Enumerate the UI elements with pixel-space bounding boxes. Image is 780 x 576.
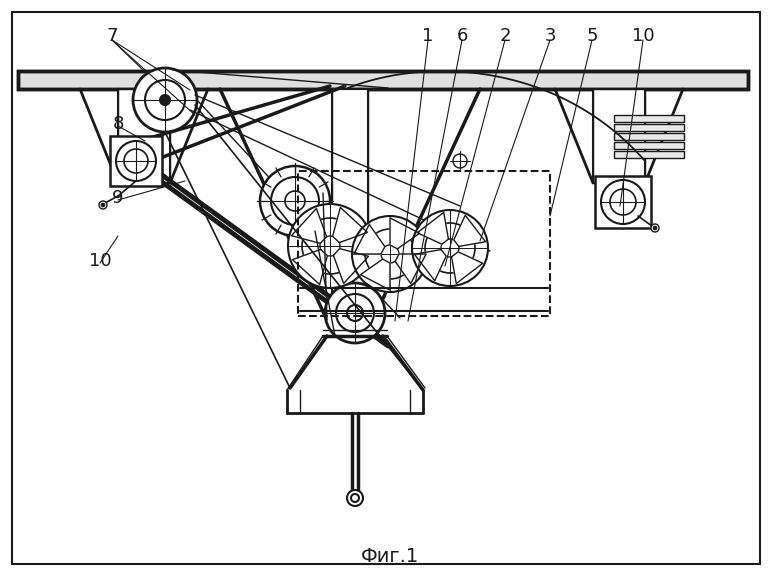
Bar	[298, 171, 550, 316]
Circle shape	[453, 154, 467, 168]
Bar	[18, 71, 748, 89]
Circle shape	[320, 236, 340, 256]
Bar	[614, 142, 684, 149]
Polygon shape	[417, 213, 448, 244]
Text: Фиг.1: Фиг.1	[361, 547, 419, 566]
Circle shape	[124, 149, 148, 173]
Circle shape	[133, 68, 197, 132]
Circle shape	[325, 283, 385, 343]
Circle shape	[271, 177, 319, 225]
Bar	[110, 136, 162, 186]
Circle shape	[412, 210, 488, 286]
Circle shape	[288, 204, 372, 288]
Circle shape	[101, 203, 105, 207]
Polygon shape	[292, 209, 327, 244]
Text: 10: 10	[89, 252, 112, 270]
Polygon shape	[414, 249, 446, 281]
Circle shape	[610, 189, 636, 215]
Text: 6: 6	[456, 27, 468, 45]
Bar	[332, 89, 368, 331]
Bar	[614, 133, 684, 140]
Polygon shape	[452, 252, 483, 283]
Text: 8: 8	[112, 115, 124, 133]
Text: 5: 5	[587, 27, 597, 45]
Polygon shape	[292, 249, 328, 285]
Bar	[595, 176, 651, 228]
Circle shape	[347, 305, 363, 321]
Bar	[614, 151, 684, 158]
Circle shape	[145, 80, 185, 120]
Polygon shape	[395, 254, 426, 283]
Bar	[593, 89, 645, 183]
Text: 7: 7	[106, 27, 118, 45]
Text: 9: 9	[112, 189, 124, 207]
Text: 3: 3	[544, 27, 555, 45]
Circle shape	[116, 141, 156, 181]
Circle shape	[351, 494, 359, 502]
Circle shape	[338, 219, 362, 243]
Circle shape	[425, 223, 475, 273]
Circle shape	[302, 218, 358, 274]
Circle shape	[160, 95, 170, 105]
Text: 10: 10	[632, 27, 654, 45]
Circle shape	[381, 245, 399, 263]
Polygon shape	[360, 259, 390, 290]
Polygon shape	[390, 218, 420, 249]
Bar	[118, 89, 170, 183]
Circle shape	[441, 239, 459, 257]
Circle shape	[653, 226, 657, 230]
Circle shape	[352, 216, 428, 292]
Circle shape	[347, 490, 363, 506]
Circle shape	[651, 224, 659, 232]
Circle shape	[285, 191, 305, 211]
Circle shape	[260, 166, 330, 236]
Polygon shape	[454, 215, 486, 247]
Polygon shape	[333, 249, 368, 283]
Circle shape	[365, 229, 415, 279]
Circle shape	[336, 294, 374, 332]
Text: 1: 1	[422, 27, 434, 45]
Bar	[18, 71, 748, 89]
Bar	[614, 124, 684, 131]
Polygon shape	[332, 207, 367, 242]
Text: 2: 2	[499, 27, 511, 45]
Circle shape	[601, 180, 645, 224]
Circle shape	[99, 201, 107, 209]
Polygon shape	[354, 225, 385, 254]
Bar	[614, 115, 684, 122]
